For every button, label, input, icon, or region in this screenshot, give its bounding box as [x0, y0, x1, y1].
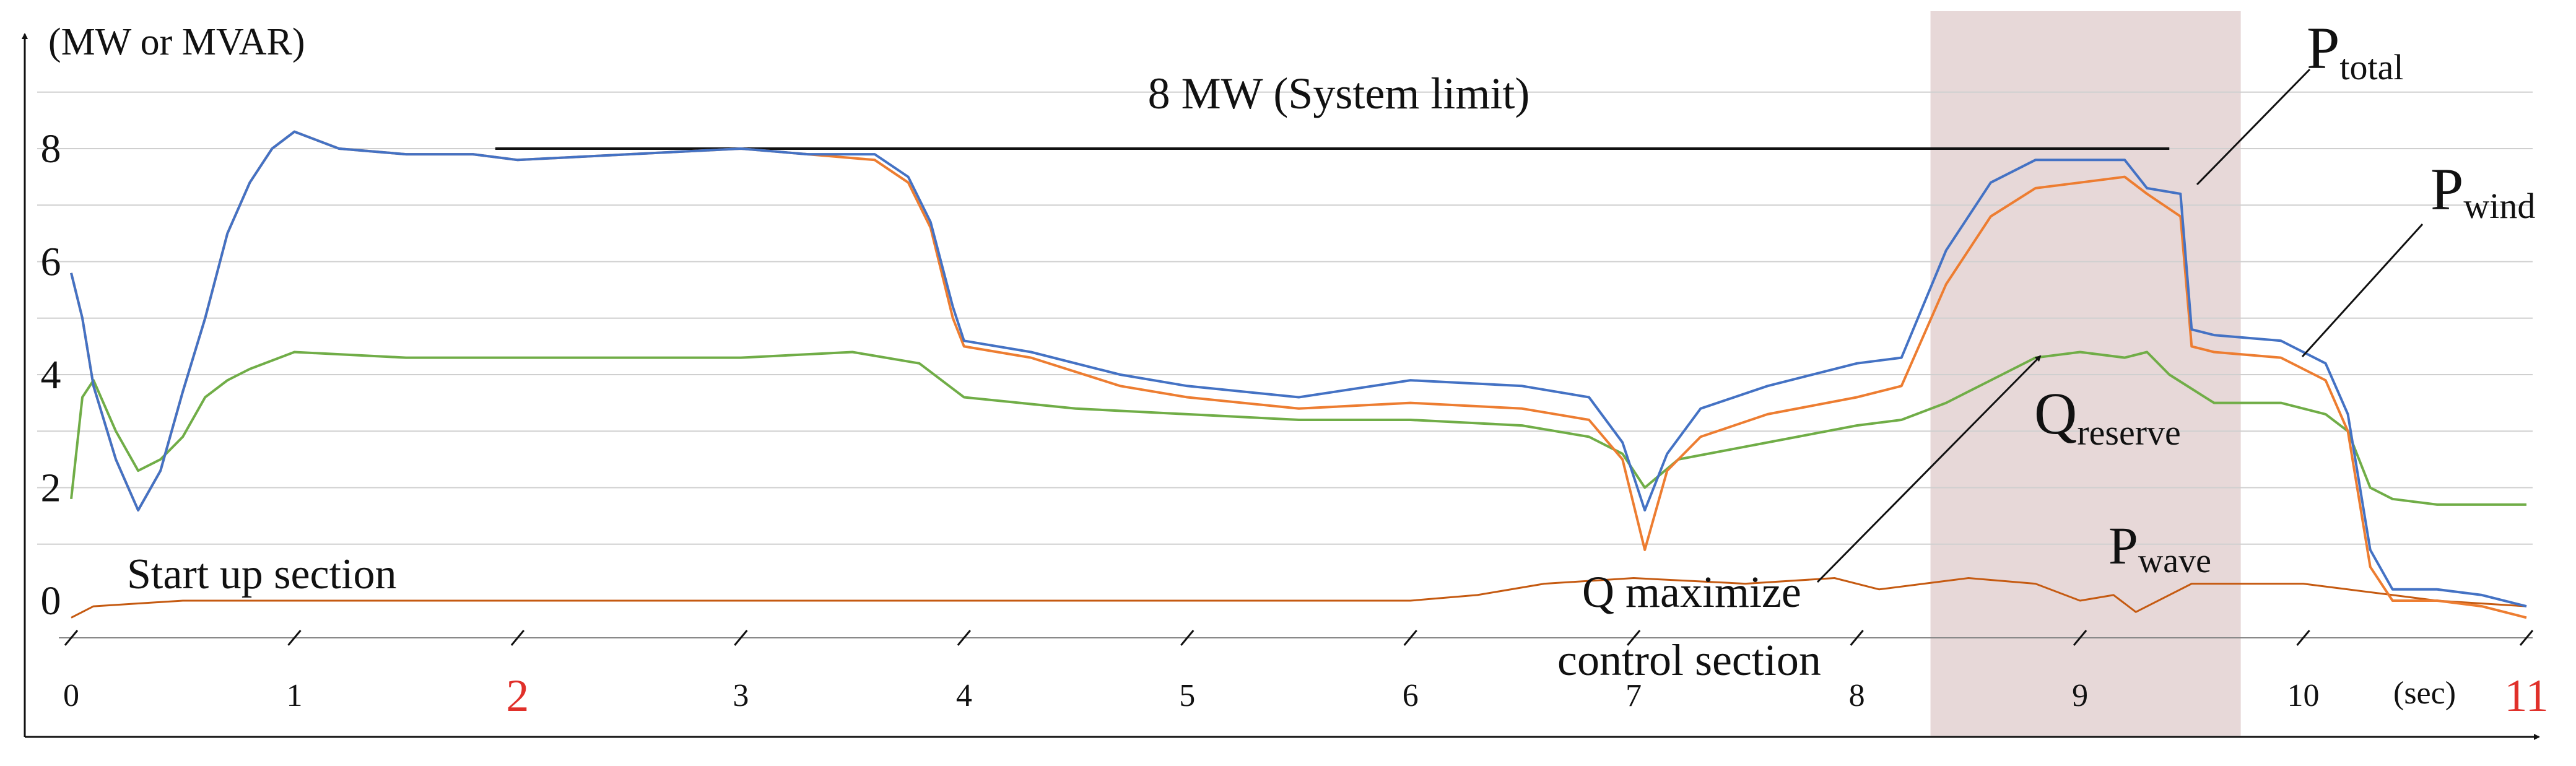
q-maximize-label-line2: control section — [1557, 635, 1821, 685]
x-tick-mark — [734, 630, 748, 646]
x-tick-label: 1 — [286, 678, 302, 713]
x-tick-label: 5 — [1179, 678, 1195, 713]
x-tick-mark — [287, 630, 302, 646]
q-maximize-shaded-region — [1930, 11, 2241, 736]
x-tick-label: 0 — [63, 678, 79, 713]
start-up-section-label: Start up section — [127, 551, 396, 598]
q-maximize-arrow — [1816, 355, 2042, 583]
grid-lines — [37, 91, 2533, 545]
x-tick-label: 6 — [1403, 678, 1419, 713]
y-tick-label: 0 — [41, 578, 61, 624]
y-tick-label: 2 — [41, 466, 61, 511]
p-total-label-main: P — [2307, 15, 2339, 81]
y-axis-label: (MW or MVAR) — [48, 21, 305, 63]
q-reserve-label: Qreserve — [2034, 380, 2181, 453]
p-wind-label-sub: wind — [2463, 186, 2535, 226]
series-layer — [70, 130, 2527, 619]
x-tick-mark — [1403, 630, 1417, 646]
system-limit-label: 8 MW (System limit) — [1148, 69, 1530, 118]
x-tick-label-highlighted: 2 — [506, 671, 529, 721]
q-reserve-label-main: Q — [2034, 380, 2077, 446]
x-tick-mark — [64, 630, 79, 646]
p-wind-label: Pwind — [2430, 156, 2535, 226]
x-tick-label: 7 — [1625, 678, 1642, 713]
q-reserve-label-sub: reserve — [2077, 412, 2180, 453]
x-tick-mark — [957, 630, 971, 646]
q-maximize-label-line1: Q maximize — [1582, 567, 1801, 617]
x-tick-mark — [510, 630, 525, 646]
y-tick-label: 6 — [41, 240, 61, 285]
y-tick-label: 4 — [41, 352, 61, 398]
x-tick-label: 10 — [2287, 678, 2320, 713]
x-tick-label: 9 — [2072, 678, 2088, 713]
p-wave-label: Pwave — [2108, 516, 2211, 580]
y-tick-label: 8 — [41, 126, 61, 172]
x-tick-label-highlighted: 11 — [2504, 671, 2548, 721]
y-tick-labels: 0 2 4 6 8 — [41, 126, 61, 624]
x-tick-label: 4 — [956, 678, 972, 713]
x-tick-mark — [2519, 630, 2534, 646]
p-wave-label-sub: wave — [2138, 542, 2211, 580]
x-tick-labels: 0 1 2 3 4 5 6 7 8 9 10 11 — [63, 671, 2549, 721]
series-line-p-total — [70, 130, 2527, 608]
x-tick-mark — [1627, 630, 1641, 646]
x-tick-mark — [2073, 630, 2087, 646]
series-line-q-reserve — [70, 350, 2526, 506]
x-tick-mark — [2296, 630, 2310, 646]
p-total-label: Ptotal — [2307, 15, 2403, 87]
x-tick-label: 8 — [1849, 678, 1865, 713]
p-total-leader-line — [2196, 68, 2311, 186]
p-wind-label-main: P — [2430, 156, 2463, 222]
p-wind-leader-line — [2301, 223, 2424, 358]
x-tick-mark — [1180, 630, 1194, 646]
series-line-p-wave — [71, 577, 2527, 619]
p-total-label-sub: total — [2339, 47, 2403, 87]
x-tick-label: 3 — [733, 678, 749, 713]
p-wave-label-main: P — [2108, 516, 2138, 575]
x-tick-mark — [1850, 630, 1864, 646]
x-axis-label: (sec) — [2393, 676, 2456, 711]
x-tick-marks — [59, 630, 2534, 646]
